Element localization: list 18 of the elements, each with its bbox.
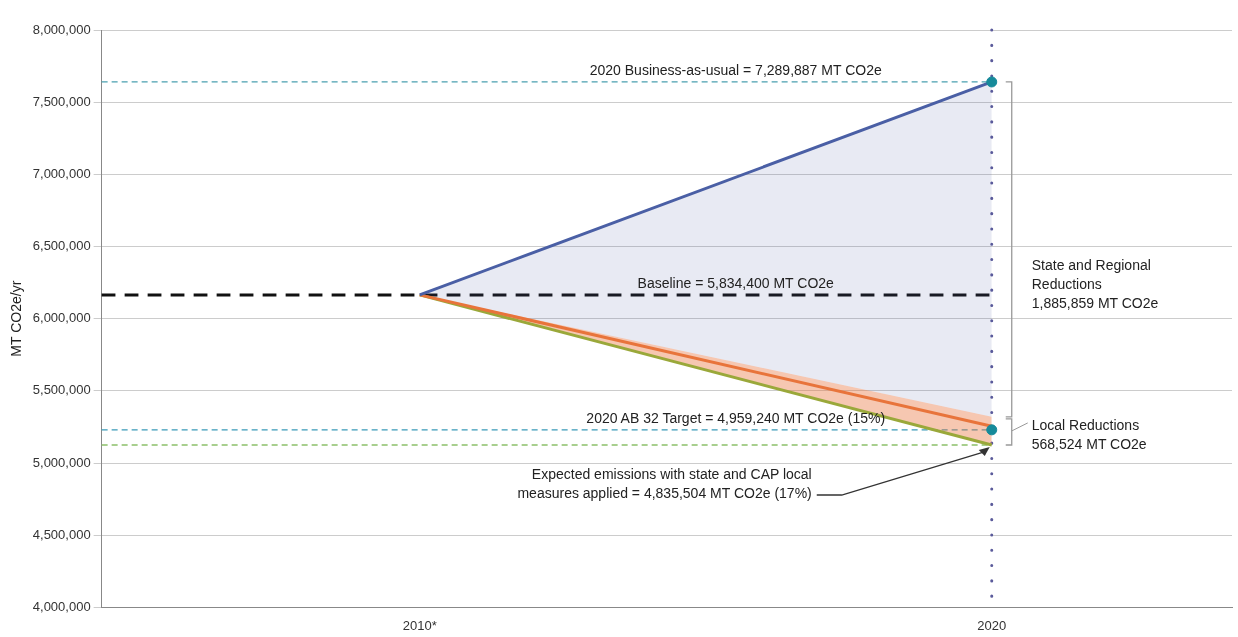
- y-tick-label: 4,500,000: [32, 526, 91, 542]
- x-tick-label: 2010*: [402, 617, 437, 633]
- y-tick-label: 7,000,000: [32, 165, 91, 181]
- annotation: 2020 Business-as-usual = 7,289,887 MT CO2e: [589, 61, 882, 78]
- y-tick-label: 5,500,000: [32, 382, 91, 398]
- annotation: 2020 AB 32 Target = 4,959,240 MT CO2e (15%): [586, 409, 886, 426]
- y-tick-label: 4,000,000: [32, 598, 91, 614]
- y-tick-label: 6,500,000: [32, 238, 91, 254]
- annotation: State and Regional Reductions 1,885,859 MT CO2e: [1031, 257, 1159, 312]
- y-tick-label: 8,000,000: [32, 21, 91, 37]
- y-tick-label: 5,000,000: [32, 454, 91, 470]
- annotation: Expected emissions with state and CAP local measures applied = 4,835,504 MT CO2e (17%): [517, 466, 812, 502]
- annotation: Baseline = 5,834,400 MT CO2e: [637, 274, 835, 291]
- y-tick-label: 6,000,000: [32, 310, 91, 326]
- y-tick-label: 7,500,000: [32, 93, 91, 109]
- annotation: Local Reductions 568,524 MT CO2e: [1031, 416, 1147, 452]
- x-tick-label: 2020: [977, 617, 1007, 633]
- y-axis-title: MT CO2e/yr: [8, 280, 25, 357]
